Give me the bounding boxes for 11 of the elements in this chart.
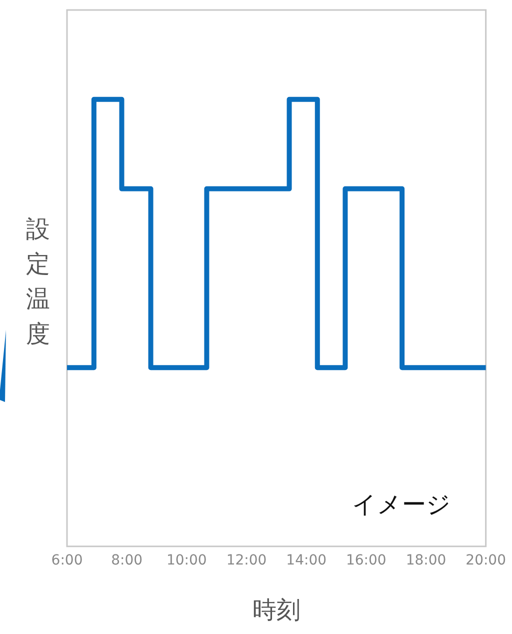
x-tick-label: 10:00 bbox=[166, 552, 207, 568]
x-tick-label: 18:00 bbox=[406, 552, 446, 568]
x-tick-label: 20:00 bbox=[466, 552, 506, 568]
y-axis-title: 設定温度 bbox=[25, 214, 51, 350]
annotation: イメージ bbox=[352, 490, 451, 519]
x-tick-label: 6:00 bbox=[51, 552, 83, 568]
x-tick-label: 12:00 bbox=[226, 552, 267, 568]
x-tick-label: 8:00 bbox=[111, 552, 143, 568]
x-tick-label: 16:00 bbox=[346, 552, 386, 568]
x-axis-title: 時刻 bbox=[252, 596, 300, 624]
x-tick-label: 14:00 bbox=[286, 552, 327, 568]
